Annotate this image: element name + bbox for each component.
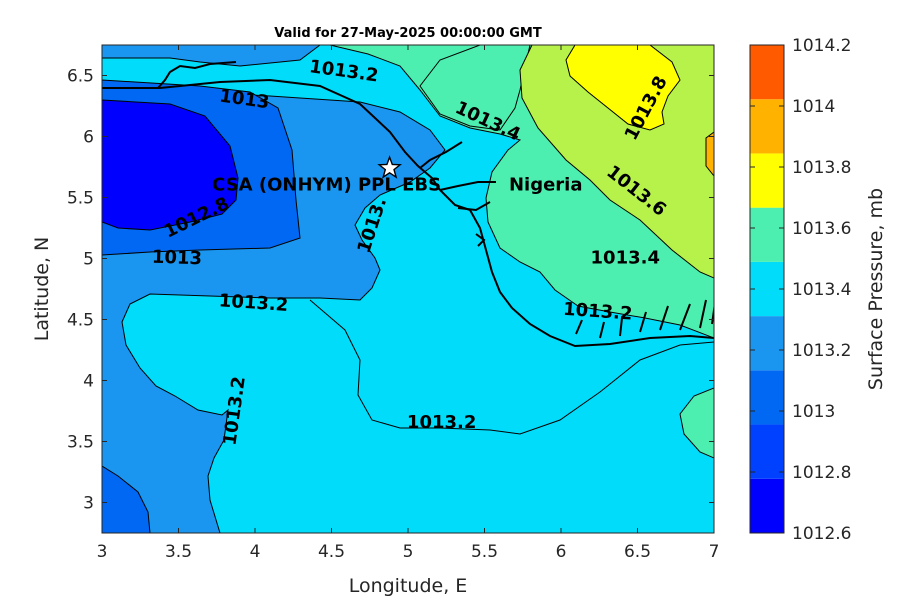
x-tick-label: 3.5: [165, 542, 192, 562]
annotation-label: Nigeria: [509, 174, 583, 195]
y-axis-label: Latitude, N: [31, 237, 53, 342]
x-tick-label: 6.5: [624, 542, 651, 562]
coastline-delta-1: [419, 141, 496, 247]
colorbar: 1012.6 1012.8 1013 1013.2 1013.4 1013.6 1013.8…: [749, 36, 851, 544]
colorbar-band: [750, 261, 784, 317]
colorbar-band: [750, 45, 784, 100]
colorbar-tick-label: 1012.8: [792, 463, 851, 483]
band-sw-corner: [102, 465, 151, 533]
x-tick-label: 4.5: [318, 542, 345, 562]
colorbar-tick-label: 1013: [792, 402, 835, 422]
y-tick-label: 5.5: [67, 189, 94, 209]
colorbar-tick-label: 1013.8: [792, 158, 851, 178]
band-se-lobe: [679, 387, 714, 459]
x-tick-label: 4: [250, 542, 261, 562]
band-1013-9: [705, 131, 714, 177]
x-tick-label: 3: [97, 542, 108, 562]
chart-title: Valid for 27-May-2025 00:00:00 GMT: [274, 26, 542, 41]
coastline-delta-2: [575, 299, 714, 339]
plot-area: [102, 45, 714, 533]
y-tick-label: 4: [83, 372, 94, 392]
contour-label: 1013.2: [562, 299, 633, 325]
annotations: CSA (ONHYM) PPL EBS Nigeria: [212, 155, 583, 195]
contour-label: 1013: [152, 247, 203, 270]
y-axis-ticks: 3 3.5 4 4.5 5 5.5 6 6.5: [67, 67, 714, 514]
colorbar-tick-label: 1013.6: [792, 219, 851, 239]
y-tick-label: 3.5: [67, 433, 94, 453]
colorbar-tick-label: 1012.6: [792, 524, 851, 544]
coastline-north: [157, 61, 237, 89]
annotation-label: CSA (ONHYM) PPL EBS: [212, 174, 441, 195]
colorbar-tick-label: 1014: [792, 97, 835, 117]
contour-label: 1013.4: [591, 248, 660, 269]
colorbar-label: Surface Pressure, mb: [865, 188, 887, 390]
x-axis-label: Longitude, E: [349, 575, 468, 597]
x-tick-label: 5.5: [471, 542, 498, 562]
site-star-marker: [377, 155, 403, 179]
colorbar-band: [750, 478, 784, 533]
band-1012-7: [102, 99, 239, 231]
y-tick-label: 5: [83, 250, 94, 270]
x-tick-label: 6: [556, 542, 567, 562]
contour-label: 1013.2: [218, 290, 289, 316]
colorbar-band: [750, 99, 784, 154]
colorbar-tick-label: 1013.4: [792, 280, 851, 300]
y-tick-label: 6: [83, 128, 94, 148]
colorbar-band: [750, 424, 784, 479]
colorbar-tick-label: 1013.2: [792, 341, 851, 361]
x-axis-ticks: 3 3.5 4 4.5 5 5.5 6 6.5 7: [97, 45, 720, 562]
band-1013-7: [565, 45, 681, 131]
y-tick-label: 3: [83, 494, 94, 514]
contour-1013-2-south: [309, 299, 714, 435]
y-tick-label: 4.5: [67, 311, 94, 331]
colorbar-band: [750, 207, 784, 262]
contour-label: 1013.2: [407, 412, 476, 433]
colorbar-band: [750, 316, 784, 371]
colorbar-band: [750, 153, 784, 208]
colorbar-tick-label: 1014.2: [792, 36, 851, 56]
colorbar-band: [750, 370, 784, 425]
y-tick-label: 6.5: [67, 67, 94, 87]
x-tick-label: 7: [709, 542, 720, 562]
x-tick-label: 5: [403, 542, 414, 562]
